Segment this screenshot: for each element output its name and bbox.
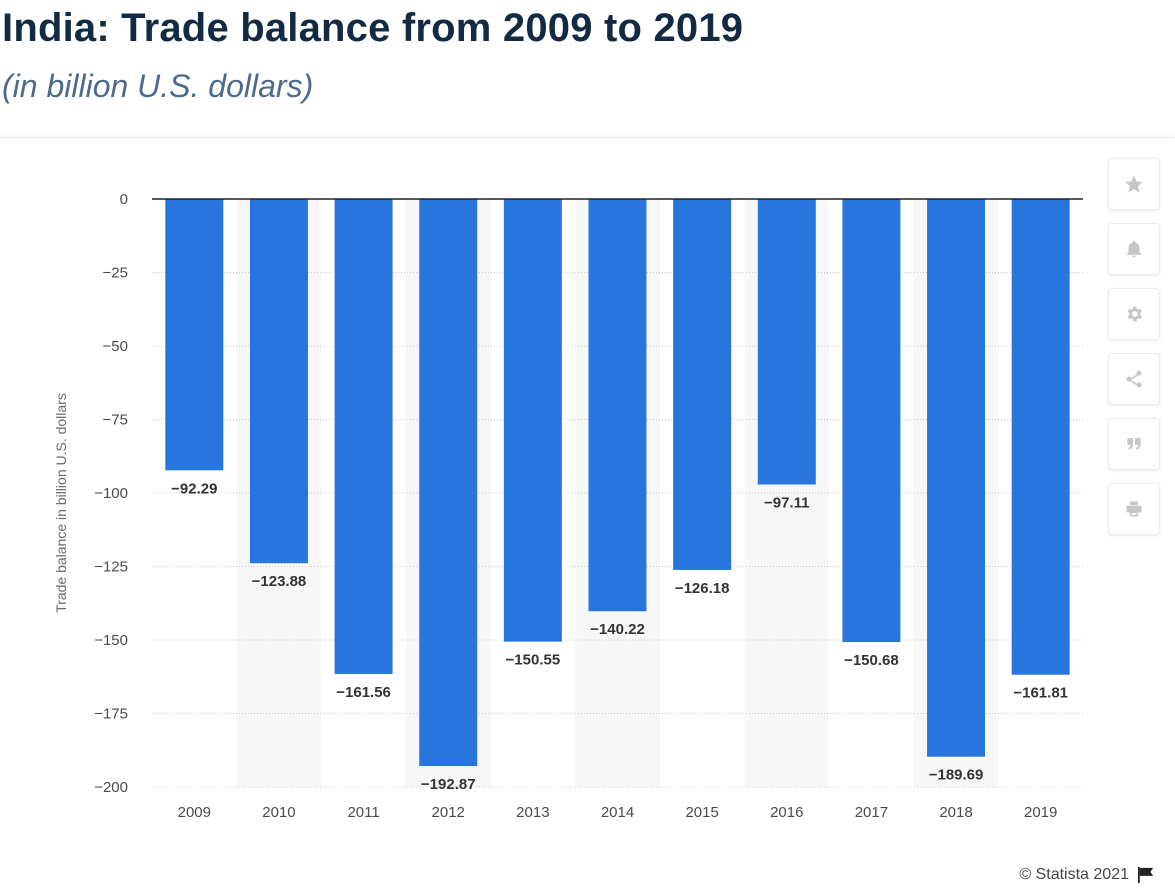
y-tick-label: −150 bbox=[94, 632, 128, 649]
footer-credit: © Statista 2021 bbox=[1019, 866, 1155, 884]
x-tick-label: 2012 bbox=[432, 804, 465, 821]
y-tick-label: −125 bbox=[94, 559, 128, 576]
x-tick-label: 2015 bbox=[685, 804, 718, 821]
star-icon bbox=[1125, 175, 1143, 193]
data-label: −161.56 bbox=[336, 684, 391, 701]
chart-panel: 0 −25 −50 −75 −100 −125 −150 −175 −200 Trade bala… bbox=[0, 137, 1175, 890]
data-label: −123.88 bbox=[252, 573, 307, 590]
bar bbox=[588, 199, 647, 612]
data-label: −161.81 bbox=[1013, 685, 1068, 702]
chart-title: India: Trade balance from 2009 to 2019 bbox=[2, 6, 744, 50]
share-icon bbox=[1126, 370, 1142, 388]
x-tick-label: 2014 bbox=[601, 804, 634, 821]
data-label: −150.55 bbox=[506, 652, 561, 669]
bar bbox=[1011, 199, 1070, 675]
y-tick-label: −175 bbox=[94, 706, 128, 723]
data-label: −150.68 bbox=[844, 652, 899, 669]
x-tick-label: 2018 bbox=[939, 804, 972, 821]
data-label: −140.22 bbox=[590, 621, 645, 638]
chart-subtitle: (in billion U.S. dollars) bbox=[2, 68, 314, 104]
data-label: −192.87 bbox=[421, 776, 476, 793]
bar bbox=[419, 199, 478, 767]
bar bbox=[757, 199, 816, 485]
bar bbox=[927, 199, 986, 757]
print-button[interactable] bbox=[1108, 483, 1160, 535]
x-tick-label: 2010 bbox=[262, 804, 295, 821]
print-icon bbox=[1126, 501, 1142, 517]
y-tick-label: −200 bbox=[94, 779, 128, 796]
x-tick-label: 2009 bbox=[178, 804, 211, 821]
copyright-text: © Statista 2021 bbox=[1019, 866, 1129, 883]
settings-button[interactable] bbox=[1108, 288, 1160, 340]
y-axis-title: Trade balance in billion U.S. dollars bbox=[53, 393, 69, 613]
data-label: −97.11 bbox=[764, 495, 809, 512]
data-label: −126.18 bbox=[675, 580, 730, 597]
y-tick-label: −50 bbox=[103, 338, 128, 355]
data-label: −92.29 bbox=[171, 480, 217, 497]
quote-icon bbox=[1127, 438, 1141, 450]
bar-chart: 0 −25 −50 −75 −100 −125 −150 −175 −200 Trade bala… bbox=[53, 191, 1083, 821]
bar bbox=[249, 199, 308, 564]
data-label: −189.69 bbox=[929, 767, 984, 784]
y-tick-label: −25 bbox=[103, 265, 128, 282]
y-tick-label: −75 bbox=[103, 412, 128, 429]
x-tick-label: 2013 bbox=[516, 804, 549, 821]
bar bbox=[842, 199, 901, 642]
gear-icon bbox=[1127, 306, 1143, 322]
favorite-button[interactable] bbox=[1108, 158, 1160, 210]
bar bbox=[165, 199, 224, 471]
x-tick-label: 2017 bbox=[855, 804, 888, 821]
chart-toolbar bbox=[1108, 158, 1160, 548]
x-tick-label: 2019 bbox=[1024, 804, 1057, 821]
flag-icon[interactable] bbox=[1137, 867, 1155, 883]
bar bbox=[334, 199, 393, 674]
x-tick-label: 2011 bbox=[347, 804, 379, 821]
y-tick-label: 0 bbox=[120, 191, 128, 208]
bar bbox=[503, 199, 562, 642]
x-tick-label: 2016 bbox=[770, 804, 803, 821]
share-button[interactable] bbox=[1108, 353, 1160, 405]
notification-button[interactable] bbox=[1108, 223, 1160, 275]
bell-icon bbox=[1126, 240, 1142, 258]
y-tick-label: −100 bbox=[94, 485, 128, 502]
cite-button[interactable] bbox=[1108, 418, 1160, 470]
bar bbox=[673, 199, 732, 570]
